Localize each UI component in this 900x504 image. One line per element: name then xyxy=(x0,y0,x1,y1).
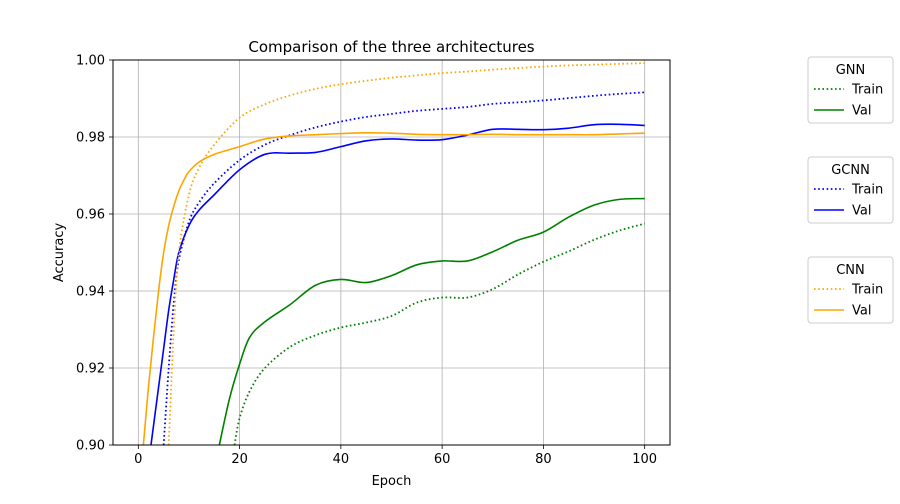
y-axis-ticks: 0.90 0.92 0.94 0.96 0.98 1.00 xyxy=(76,54,113,454)
y-tick-label: 0.90 xyxy=(76,439,105,454)
y-axis-label: Accuracy xyxy=(52,223,67,283)
legend-title: CNN xyxy=(836,263,865,278)
legend-cnn: CNN Train Val xyxy=(807,256,894,324)
plot-frame xyxy=(112,59,671,446)
series-line-cnn-train xyxy=(167,62,645,445)
x-tick-label: 60 xyxy=(434,452,451,467)
series-group xyxy=(142,62,645,445)
legend-gcnn: GCNN Train Val xyxy=(807,156,894,224)
series-line-gcnn-val xyxy=(150,123,645,445)
y-tick-label: 0.92 xyxy=(76,362,105,377)
y-tick-label: 0.94 xyxy=(76,285,105,300)
series-line-gnn-train xyxy=(233,222,645,445)
legends: GNN Train Val GCNN Train Val CNN Train Val xyxy=(807,56,894,324)
series-line-cnn-val xyxy=(142,131,645,445)
legend-box xyxy=(807,156,894,224)
x-axis-label: Epoch xyxy=(372,474,412,489)
y-tick-label: 1.00 xyxy=(76,54,105,69)
legend-title: GNN xyxy=(836,63,866,78)
legend-box xyxy=(807,256,894,324)
legend-gnn: GNN Train Val xyxy=(807,56,894,124)
x-tick-label: 0 xyxy=(134,452,142,467)
legend-entry-label: Train xyxy=(851,183,883,198)
x-axis-ticks: 0 20 40 60 80 100 xyxy=(134,445,657,467)
x-tick-label: 40 xyxy=(333,452,350,467)
y-tick-label: 0.96 xyxy=(76,208,105,223)
legend-entry-label: Val xyxy=(852,204,871,219)
plot-area xyxy=(113,60,670,445)
series-line-gnn-val xyxy=(218,197,645,445)
x-tick-label: 80 xyxy=(535,452,552,467)
legend-entry-label: Val xyxy=(852,304,871,319)
y-tick-label: 0.98 xyxy=(76,131,105,146)
x-tick-label: 100 xyxy=(632,452,657,467)
legend-entry-label: Train xyxy=(851,83,883,98)
legend-entry-label: Val xyxy=(852,104,871,119)
legend-title: GCNN xyxy=(831,163,870,178)
x-tick-label: 20 xyxy=(231,452,248,467)
chart-title: Comparison of the three architectures xyxy=(248,38,534,56)
grid xyxy=(113,60,670,445)
legend-box xyxy=(807,56,894,124)
legend-entry-label: Train xyxy=(851,283,883,298)
